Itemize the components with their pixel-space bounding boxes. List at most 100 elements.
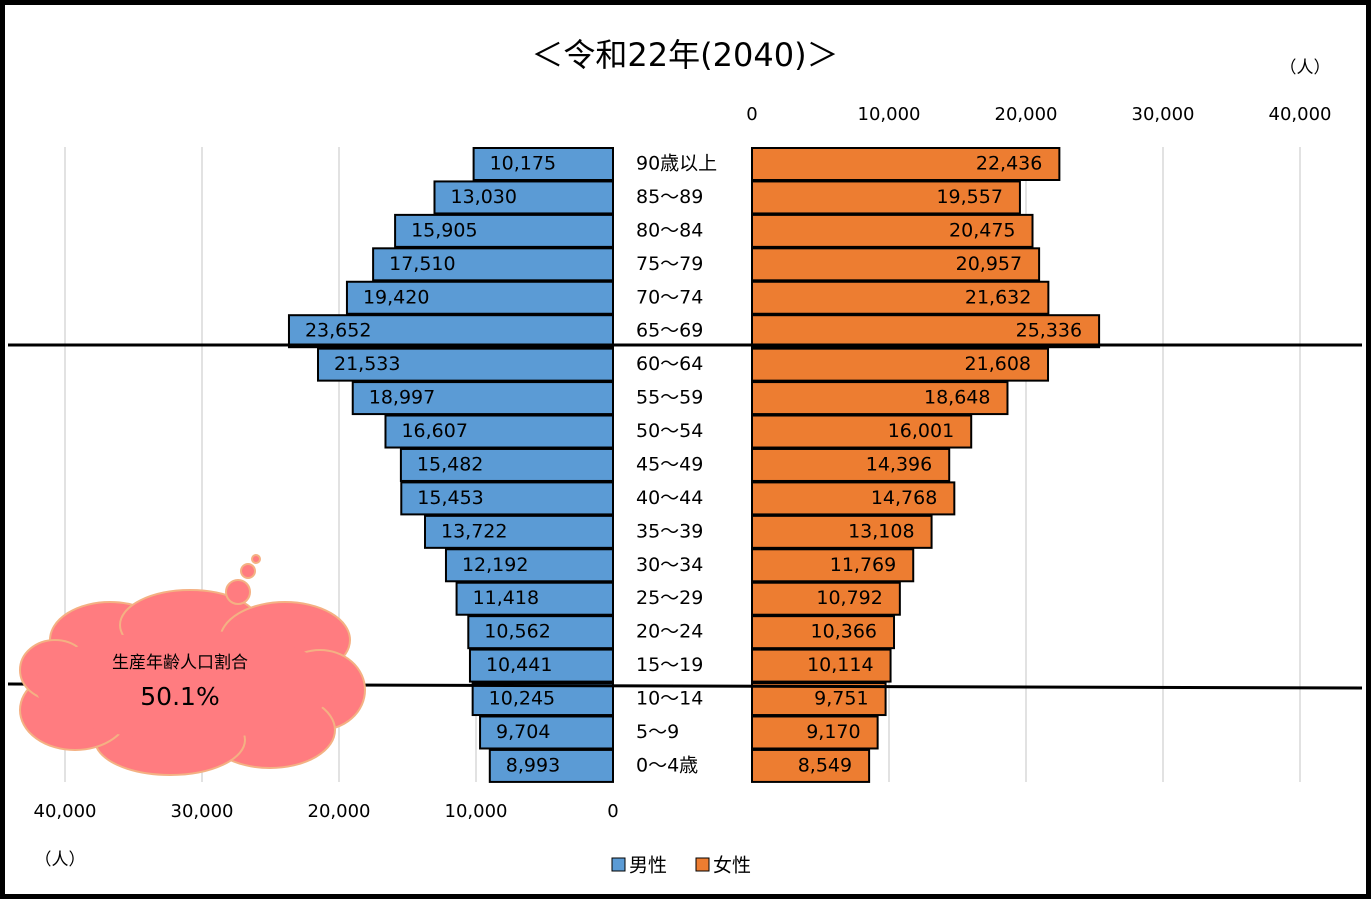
data-label: 10,366 bbox=[811, 621, 877, 643]
bar bbox=[751, 581, 901, 616]
bar bbox=[751, 280, 1050, 315]
data-label: 20,475 bbox=[949, 219, 1015, 241]
bar bbox=[751, 247, 1041, 282]
data-label: 22,436 bbox=[976, 153, 1042, 175]
data-label: 14,768 bbox=[871, 487, 937, 509]
data-label: 21,632 bbox=[965, 286, 1031, 308]
bar bbox=[751, 347, 1050, 382]
data-label: 14,396 bbox=[866, 453, 932, 475]
bar bbox=[751, 682, 887, 717]
x-tick-label: 40,000 bbox=[34, 801, 97, 822]
bar bbox=[372, 247, 614, 282]
data-label: 13,030 bbox=[450, 186, 516, 208]
bar bbox=[424, 514, 614, 549]
data-label: 11,418 bbox=[473, 587, 539, 609]
data-label: 17,510 bbox=[389, 253, 455, 275]
data-label: 10,175 bbox=[490, 153, 556, 175]
data-label: 19,420 bbox=[363, 286, 429, 308]
data-label: 16,607 bbox=[401, 420, 467, 442]
bar bbox=[751, 548, 915, 583]
x-tick-label: 30,000 bbox=[1132, 104, 1195, 125]
data-label: 10,245 bbox=[489, 688, 555, 710]
category-label: 75〜79 bbox=[636, 253, 703, 275]
unit-label: （人） bbox=[35, 850, 86, 870]
annotation-cloud: 生産年齢人口割合 50.1% bbox=[19, 554, 366, 776]
data-label: 13,108 bbox=[848, 520, 914, 542]
annotation-label: 生産年齢人口割合 bbox=[112, 653, 248, 673]
bar bbox=[467, 615, 614, 650]
data-label: 23,652 bbox=[305, 320, 371, 342]
bar bbox=[399, 447, 614, 482]
data-label: 12,192 bbox=[462, 554, 528, 576]
data-label: 19,557 bbox=[936, 186, 1002, 208]
bar bbox=[751, 414, 973, 449]
data-label: 9,704 bbox=[496, 721, 550, 743]
category-label: 15〜19 bbox=[636, 654, 703, 676]
chart-title: ＜令和22年(2040)＞ bbox=[531, 36, 838, 74]
bar bbox=[400, 481, 615, 516]
bar bbox=[444, 548, 614, 583]
bar bbox=[488, 748, 614, 783]
data-label: 21,608 bbox=[965, 353, 1031, 375]
bar bbox=[433, 180, 615, 215]
data-label: 18,997 bbox=[369, 387, 435, 409]
x-tick-label: 0 bbox=[746, 104, 757, 125]
bar bbox=[384, 414, 614, 449]
data-label: 15,482 bbox=[417, 453, 483, 475]
bar bbox=[751, 314, 1101, 349]
bar bbox=[751, 648, 892, 683]
category-label: 20〜24 bbox=[636, 621, 703, 643]
category-label: 40〜44 bbox=[636, 487, 703, 509]
data-label: 8,993 bbox=[506, 754, 560, 776]
x-tick-label: 10,000 bbox=[445, 801, 508, 822]
bar bbox=[316, 347, 614, 382]
data-label: 10,562 bbox=[484, 621, 550, 643]
category-label: 90歳以上 bbox=[636, 153, 717, 175]
legend-label: 男性 bbox=[629, 855, 667, 877]
category-label: 5〜9 bbox=[636, 721, 679, 743]
data-label: 13,722 bbox=[441, 520, 507, 542]
category-label: 80〜84 bbox=[636, 219, 703, 241]
bar bbox=[471, 682, 614, 717]
legend-label: 女性 bbox=[713, 855, 751, 877]
category-label: 50〜54 bbox=[636, 420, 703, 442]
unit-label: （人） bbox=[1280, 58, 1331, 78]
bar bbox=[751, 514, 933, 549]
data-label: 21,533 bbox=[334, 353, 400, 375]
data-label: 16,001 bbox=[888, 420, 954, 442]
bar bbox=[479, 715, 614, 750]
bar bbox=[751, 381, 1009, 416]
bar bbox=[751, 213, 1034, 248]
data-label: 8,549 bbox=[798, 754, 852, 776]
data-label: 25,336 bbox=[1016, 320, 1082, 342]
bar bbox=[751, 481, 956, 516]
category-label: 70〜74 bbox=[636, 286, 703, 308]
data-label: 20,957 bbox=[956, 253, 1022, 275]
x-tick-label: 20,000 bbox=[308, 801, 371, 822]
data-label: 9,170 bbox=[806, 721, 860, 743]
legend-swatch bbox=[611, 857, 626, 872]
x-tick-label: 30,000 bbox=[171, 801, 234, 822]
bar bbox=[345, 280, 614, 315]
data-label: 10,441 bbox=[486, 654, 552, 676]
x-tick-label: 40,000 bbox=[1269, 104, 1332, 125]
data-label: 15,905 bbox=[411, 219, 477, 241]
bar bbox=[287, 314, 614, 349]
category-label: 85〜89 bbox=[636, 186, 703, 208]
bar bbox=[751, 615, 896, 650]
category-label: 0〜4歳 bbox=[636, 754, 698, 776]
bar bbox=[351, 381, 614, 416]
bar bbox=[394, 213, 614, 248]
bar bbox=[751, 715, 879, 750]
category-label: 30〜34 bbox=[636, 554, 703, 576]
bar bbox=[751, 748, 871, 783]
data-label: 9,751 bbox=[814, 688, 868, 710]
bar bbox=[751, 447, 951, 482]
data-label: 15,453 bbox=[417, 487, 483, 509]
annotation-value: 50.1% bbox=[140, 682, 219, 711]
x-tick-label: 0 bbox=[607, 801, 618, 822]
category-label: 45〜49 bbox=[636, 453, 703, 475]
bar bbox=[472, 147, 615, 181]
category-label: 60〜64 bbox=[636, 353, 703, 375]
